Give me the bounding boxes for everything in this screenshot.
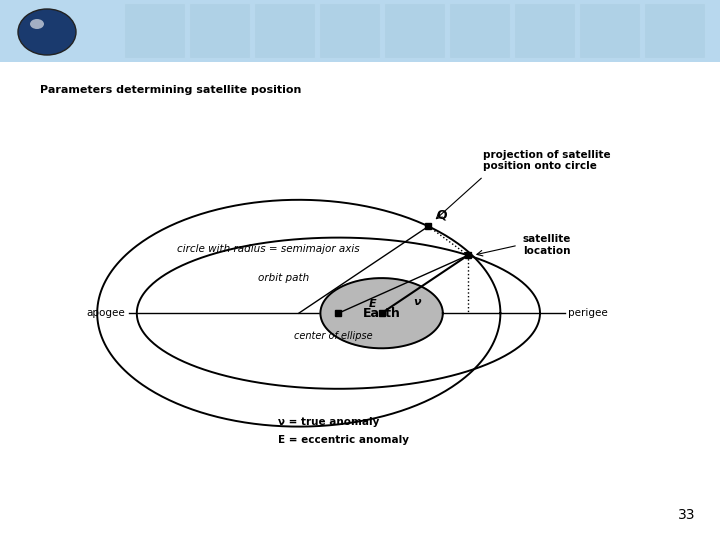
Bar (580, 4, 640, 58)
Text: ν = true anomaly: ν = true anomaly (279, 417, 379, 427)
Bar (645, 4, 705, 58)
Bar (255, 4, 315, 58)
Polygon shape (320, 278, 443, 348)
Text: Q: Q (436, 208, 447, 221)
Text: projection of satellite
position onto circle: projection of satellite position onto ci… (483, 150, 611, 171)
Text: orbit path: orbit path (258, 273, 309, 283)
Text: center of ellipse: center of ellipse (294, 331, 373, 341)
Bar (320, 4, 380, 58)
Bar (515, 4, 575, 58)
Text: Parameters determining satellite position: Parameters determining satellite positio… (40, 85, 302, 95)
Ellipse shape (18, 9, 76, 55)
Text: Earth: Earth (363, 307, 400, 320)
Ellipse shape (30, 19, 44, 29)
Text: E = eccentric anomaly: E = eccentric anomaly (279, 435, 410, 445)
Text: perigee: perigee (568, 308, 608, 318)
Bar (0, 0, 720, 62)
Bar (385, 4, 445, 58)
Text: apogee: apogee (86, 308, 125, 318)
Bar (190, 4, 250, 58)
Text: E: E (369, 299, 377, 309)
Text: circle with radius = semimajor axis: circle with radius = semimajor axis (178, 244, 360, 254)
Bar (450, 4, 510, 58)
Text: ν: ν (413, 297, 421, 307)
Bar (125, 4, 185, 58)
Text: 33: 33 (678, 508, 695, 522)
Text: satellite
location: satellite location (523, 234, 572, 256)
